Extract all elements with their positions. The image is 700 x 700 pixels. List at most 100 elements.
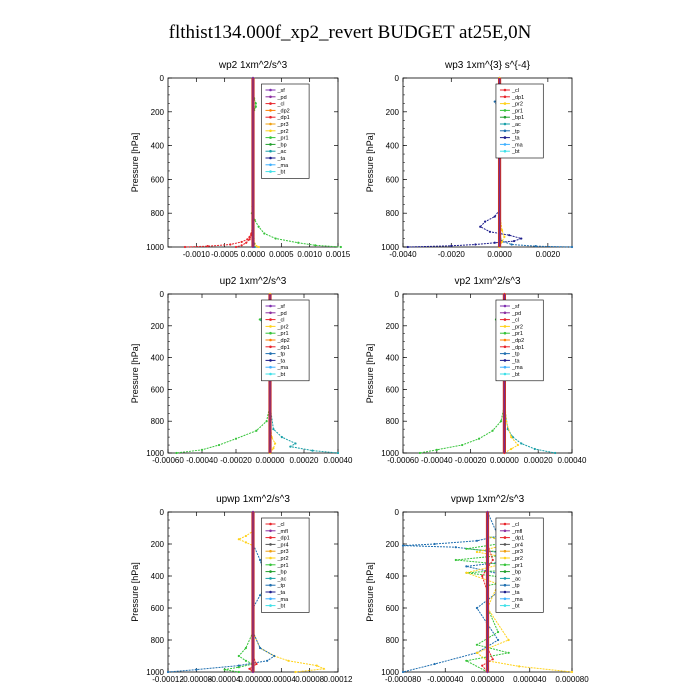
panel-title: vpwp 1xm^2/s^3 <box>451 494 525 505</box>
series-point <box>496 630 500 634</box>
legend-label: _dp1 <box>511 95 524 101</box>
y-tick-label: 600 <box>386 175 400 184</box>
legend-marker <box>503 365 507 369</box>
legend-marker <box>503 597 507 601</box>
legend-label: _ac <box>277 576 287 582</box>
y-tick-label: 400 <box>386 572 400 581</box>
series-point <box>237 538 240 541</box>
series-point <box>401 670 405 674</box>
x-tick-label: -0.0020 <box>438 250 466 259</box>
legend: _cl_mfl_dp1_pr4_pr3_pr2_pr1_bp_ac_tp_ta_… <box>495 517 544 613</box>
legend-label: _cl <box>277 318 285 324</box>
legend-marker <box>503 372 507 376</box>
panel-title: wp2 1xm^2/s^3 <box>218 60 288 71</box>
series-point <box>245 241 248 244</box>
series-point <box>500 229 504 232</box>
series-point <box>244 541 248 544</box>
legend-marker <box>269 345 272 349</box>
legend-marker <box>269 338 272 342</box>
series-line-pr1 <box>419 294 505 454</box>
legend-marker <box>503 577 507 580</box>
series-point <box>491 429 494 432</box>
x-tick-label: 0.00000 <box>490 456 519 465</box>
legend-label: _pr1 <box>511 331 523 337</box>
panel-title: vp2 1xm^2/s^3 <box>454 276 521 287</box>
legend-label: _cl <box>277 102 285 108</box>
legend-label: _pr4 <box>277 542 289 548</box>
legend-label: _dp2 <box>277 108 290 114</box>
x-tick-label: 0.0010 <box>297 250 322 259</box>
legend-label: _sf <box>277 304 286 310</box>
series-point <box>454 558 457 562</box>
series-point <box>234 437 238 440</box>
series-point <box>237 670 240 674</box>
series-point <box>258 646 262 650</box>
y-tick-label: 200 <box>151 540 165 549</box>
x-tick-label: -0.00020 <box>455 456 487 465</box>
series-point <box>255 245 258 248</box>
legend-marker <box>503 122 507 126</box>
legend-label: _bp <box>511 570 521 576</box>
legend-label: _mfl <box>511 529 522 535</box>
chart-panel-2: wp3 1xm^{3} s^{-4} Pressure [hPa] 0 200 400 6… <box>365 60 574 259</box>
legend-label: _ac <box>511 576 521 582</box>
legend: _sf_pd_cl_pr2_pr1_dp2_dp1_tp_ta_ma_bt <box>495 299 544 382</box>
legend-marker <box>269 109 272 112</box>
legend-marker <box>269 583 272 587</box>
y-tick-label: 800 <box>386 209 400 218</box>
legend-marker <box>503 311 507 315</box>
legend-marker <box>269 570 272 573</box>
series-point <box>244 646 248 650</box>
series-point <box>272 447 275 450</box>
series-point <box>248 238 251 241</box>
series-point <box>454 546 457 549</box>
series-point <box>516 443 520 447</box>
series-point <box>257 245 260 249</box>
legend-marker <box>269 102 272 105</box>
x-tick-label: -0.00004 <box>209 675 241 684</box>
y-tick-label: 1000 <box>381 668 399 677</box>
series-point <box>217 443 221 447</box>
series-point <box>258 318 261 321</box>
panel-title: upwp 1xm^2/s^3 <box>216 494 290 505</box>
legend-marker <box>503 304 507 308</box>
series-point <box>240 240 243 244</box>
legend-marker <box>503 109 507 112</box>
legend-label: _pr2 <box>511 102 523 108</box>
legend-marker <box>269 170 272 173</box>
legend-marker <box>503 143 507 146</box>
legend-label: _pr2 <box>511 556 523 562</box>
legend-label: _dp1 <box>511 345 524 351</box>
y-tick-label: 200 <box>151 322 165 331</box>
y-tick-label: 600 <box>386 385 400 394</box>
legend-marker <box>269 543 272 546</box>
legend-label: _ma <box>277 597 290 603</box>
series-point <box>510 436 513 439</box>
legend-marker <box>503 129 507 133</box>
series-point <box>175 451 178 455</box>
series-point <box>518 665 521 668</box>
series-point <box>315 664 318 667</box>
legend-marker <box>269 136 272 139</box>
series-point <box>465 547 468 550</box>
y-tick-label: 1000 <box>146 668 164 677</box>
series-point <box>520 442 523 445</box>
series-point <box>274 442 277 445</box>
series-point <box>287 659 290 662</box>
x-tick-label: 0.000000 <box>471 675 505 684</box>
chart-panel-4: vp2 1xm^2/s^3 Pressure [hPa] 0 200 400 600 800… <box>365 276 587 465</box>
series-point <box>570 670 574 674</box>
legend: _cl_mfl_dp1_pr4_pr3_pr2_pr1_bp_ac_tp_ta_… <box>261 517 310 613</box>
legend-marker <box>503 543 507 546</box>
series-point <box>280 436 283 439</box>
series-point <box>465 571 468 574</box>
legend-label: _pd <box>277 311 287 317</box>
series-point <box>294 670 297 674</box>
series-point <box>475 539 479 542</box>
series-point <box>237 666 240 669</box>
legend-marker <box>269 556 272 560</box>
legend-label: _bp <box>277 142 287 148</box>
legend-marker <box>503 318 507 321</box>
legend-label: _ta <box>277 156 287 162</box>
series-line-tp <box>402 511 521 673</box>
